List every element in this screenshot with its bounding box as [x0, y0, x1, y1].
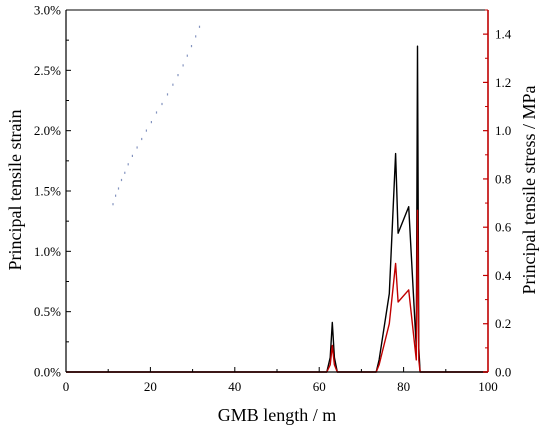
dotted-trace-point [136, 146, 138, 149]
dotted-trace-point [172, 83, 174, 86]
right-tick-label: 1.4 [495, 27, 512, 42]
x-tick-label: 60 [313, 379, 326, 394]
dotted-trace-point [145, 129, 147, 132]
strain-series-line [66, 45, 488, 373]
x-tick-label: 100 [478, 379, 498, 394]
dotted-trace-point [198, 25, 201, 28]
dotted-trace-point [131, 154, 133, 157]
left-tick-label: 0.0% [34, 365, 61, 380]
x-tick-label: 40 [228, 379, 241, 394]
right-tick-label: 0.8 [495, 171, 511, 186]
x-axis: 0 20 40 60 80 100 [63, 367, 498, 394]
x-tick-label: 0 [63, 379, 70, 394]
dotted-trace-point [186, 54, 188, 57]
right-tick-label: 1.2 [495, 75, 511, 90]
left-y-axis-title: Principal tensile strain [5, 110, 25, 271]
dotted-trace-point [124, 171, 126, 174]
dotted-trace-point [117, 187, 120, 190]
dotted-trace-point [141, 137, 143, 141]
dotted-trace-point [161, 102, 163, 106]
left-y-axis: 0.0% 0.5% 1.0% 1.5% 2.0% 2.5% 3.0% [34, 3, 71, 380]
dotted-trace-point [177, 74, 179, 77]
x-tick-label: 20 [144, 379, 157, 394]
left-tick-label: 2.0% [34, 123, 61, 138]
dotted-trace-point [120, 178, 123, 182]
dotted-trace-point [182, 64, 184, 67]
right-tick-label: 0.4 [495, 268, 512, 283]
dotted-trace-point [150, 121, 152, 124]
right-tick-label: 0.6 [495, 220, 512, 235]
dotted-trace-point [166, 93, 169, 96]
dotted-trace-point [195, 35, 197, 38]
plot-area [66, 9, 488, 373]
right-tick-label: 0.2 [495, 316, 511, 331]
dotted-trace-point [112, 203, 114, 206]
left-tick-label: 1.5% [34, 184, 61, 199]
x-tick-label: 80 [397, 379, 410, 394]
dotted-trace-point [155, 111, 158, 114]
x-axis-title: GMB length / m [218, 405, 337, 425]
stress-series-line [66, 209, 488, 373]
left-tick-label: 1.0% [34, 244, 61, 259]
left-tick-label: 0.5% [34, 304, 61, 319]
dotted-trace-point [190, 45, 193, 48]
right-tick-label: 0.0 [495, 365, 511, 380]
dotted-trace-point [115, 194, 117, 197]
dotted-trace-point [127, 163, 129, 166]
right-y-axis: 0.0 0.2 0.4 0.6 0.8 1.0 1.2 1.4 [483, 9, 512, 380]
left-tick-label: 3.0% [34, 3, 61, 18]
right-tick-label: 1.0 [495, 123, 511, 138]
left-tick-label: 2.5% [34, 63, 61, 78]
right-y-axis-title: Principal tensile stress / MPa [519, 86, 539, 295]
